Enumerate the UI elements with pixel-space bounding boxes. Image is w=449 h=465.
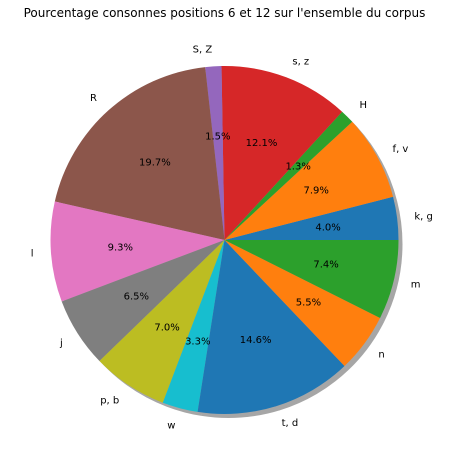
slice-label-w: w: [167, 421, 175, 432]
slice-label-j: j: [59, 338, 63, 349]
pie-slice-k-g: [224, 196, 399, 240]
slice-label-s-z: s, z: [292, 57, 309, 68]
slice-percent-p-b: 7.0%: [154, 323, 179, 334]
slice-label-l: l: [31, 249, 34, 260]
slice-label-p-b: p, b: [100, 395, 119, 406]
slice-percent-f-v: 7.9%: [303, 186, 328, 197]
slice-label-m: m: [411, 280, 421, 291]
slice-label-h: H: [360, 100, 368, 111]
pie-slice-h: [224, 111, 353, 240]
slice-percent-n: 5.5%: [296, 298, 321, 309]
slice-label-r: R: [90, 93, 97, 104]
pie-slice-n: [224, 240, 381, 366]
slice-label-n: n: [378, 349, 384, 360]
pie-slice-w: [162, 240, 225, 412]
pie-label-group: k, g 4.0% f, v 7.9% H 1.3% s, z 12.1% S, Z 1.5% R 1…: [31, 44, 433, 431]
slice-percent-s-z: 12.1%: [246, 138, 278, 149]
slice-percent-t-d: 14.6%: [240, 335, 272, 346]
pie-slice-s-z: [221, 66, 343, 241]
slice-percent-r: 19.7%: [139, 158, 171, 169]
slice-label-s-z: S, Z: [193, 44, 213, 55]
slice-percent-s-z: 1.5%: [205, 131, 230, 142]
slice-percent-m: 7.4%: [313, 260, 338, 271]
pie-slice-j: [61, 240, 225, 361]
slice-label-f-v: f, v: [393, 144, 409, 155]
slice-percent-j: 6.5%: [124, 291, 149, 302]
chart-title: Pourcentage consonnes positions 6 et 12 …: [24, 6, 426, 20]
pie-slice-m: [224, 240, 399, 318]
slice-percent-w: 3.3%: [185, 336, 210, 347]
pie-slice-f-v: [224, 121, 394, 240]
slice-percent-l: 9.3%: [108, 243, 133, 254]
pie-slice-p-b: [99, 240, 225, 403]
slice-percent-k-g: 4.0%: [315, 222, 340, 233]
pie-wedge-group: [50, 66, 399, 415]
slice-label-t-d: t, d: [282, 418, 299, 429]
slice-percent-h: 1.3%: [285, 162, 310, 173]
pie-slice-l: [50, 201, 225, 302]
pie-slice-t-d: [197, 240, 345, 415]
slice-label-k-g: k, g: [414, 212, 433, 223]
pie-slice-r: [54, 67, 225, 240]
pie-slice-s-z: [205, 66, 225, 240]
